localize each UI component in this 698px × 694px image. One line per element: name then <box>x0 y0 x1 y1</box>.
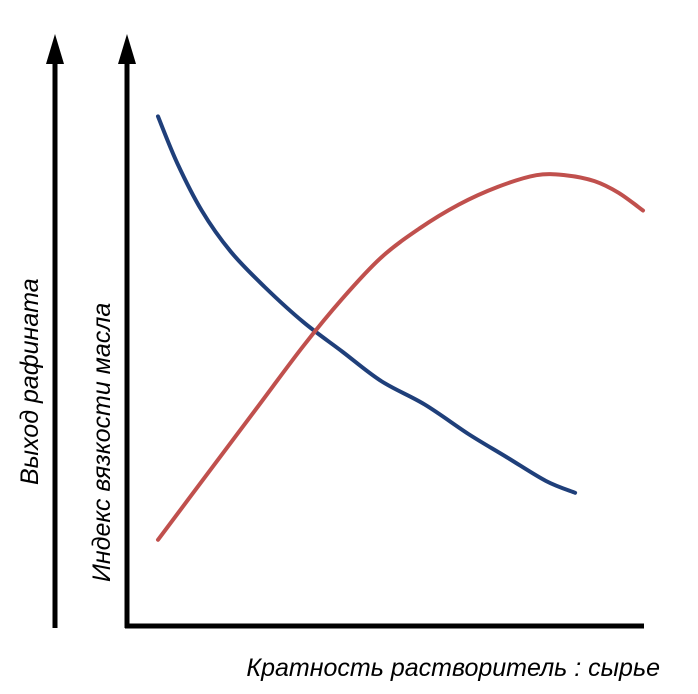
y-axis-inner-title: Индекс вязкости масла <box>88 303 116 582</box>
y-axis-inner-arrow-icon <box>118 34 136 64</box>
series-line-2 <box>158 174 643 540</box>
x-axis-title: Кратность растворитель : сырье <box>246 654 660 682</box>
y-axis-left-arrow-icon <box>46 34 64 64</box>
y-axis-left-title: Выход рафината <box>16 278 44 485</box>
series-line-1 <box>158 116 575 492</box>
series-layer <box>158 116 643 539</box>
